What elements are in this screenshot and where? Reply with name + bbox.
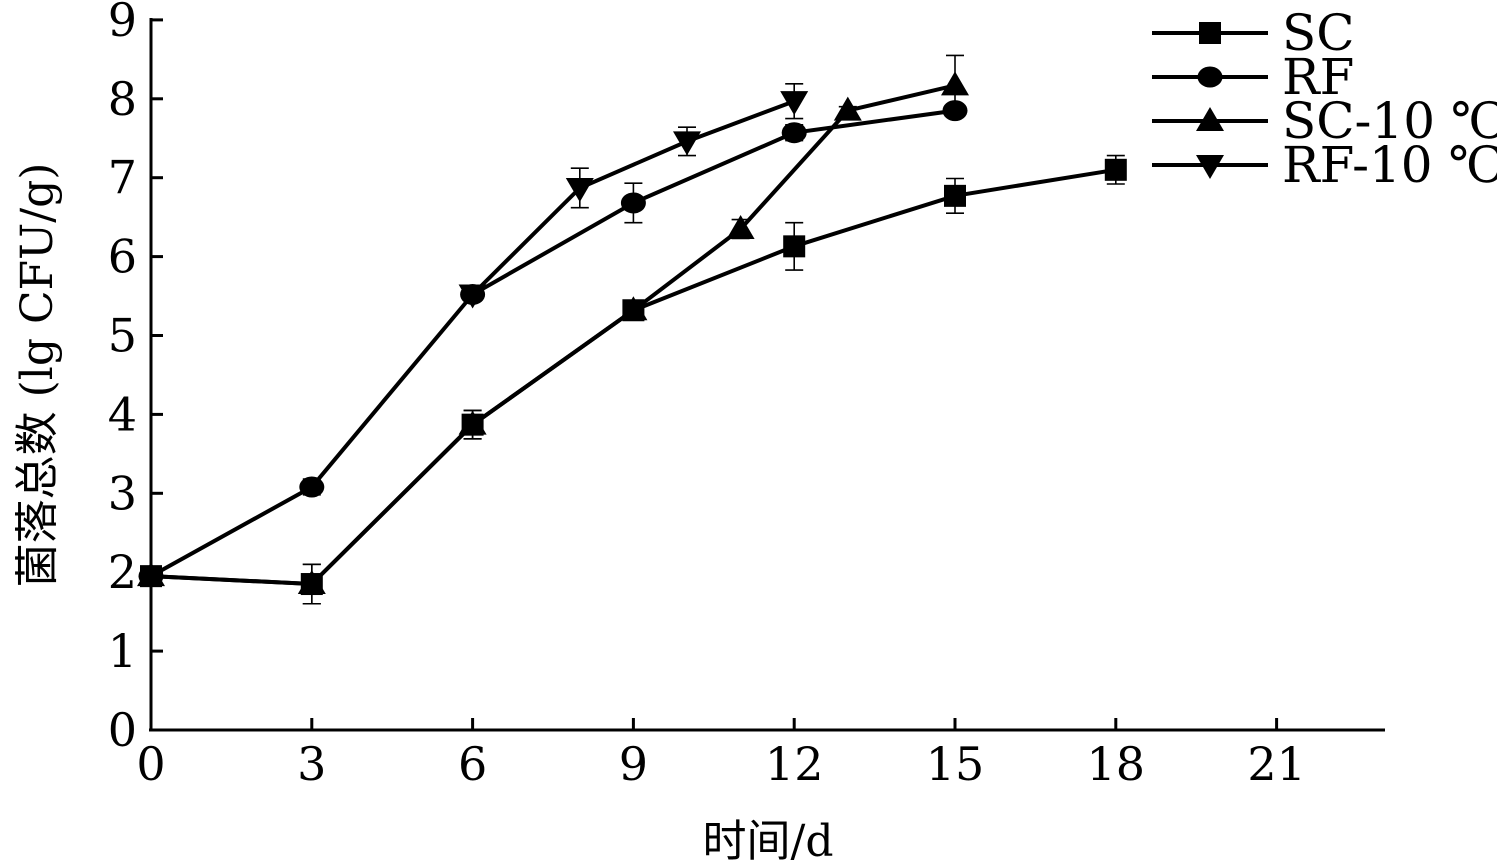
series-line [471,99,795,296]
data-point [833,96,862,121]
y-tick-label: 1 [108,624,137,678]
legend-marker [1196,155,1224,179]
data-point [458,410,487,435]
data-point [619,296,648,321]
x-tick-label: 18 [1087,737,1146,791]
y-axis-title: 菌落总数 (lg CFU/g) [12,163,63,588]
data-point [941,71,969,96]
series-3 [458,83,809,309]
y-tick-label: 5 [108,309,137,363]
data-point [1104,158,1127,181]
legend-label: SC-10 ℃ [1282,92,1497,150]
series-layer [137,54,1127,605]
x-tick-label: 6 [458,737,487,791]
x-tick-label: 9 [619,737,648,791]
legend-label: RF [1282,48,1354,106]
series-line [150,167,1117,587]
series-line [150,108,956,578]
data-point [297,570,326,595]
data-point [673,131,701,156]
y-tick-label: 7 [108,151,137,205]
data-point [620,192,646,214]
data-point [781,122,807,144]
x-tick-label: 21 [1247,737,1306,791]
x-tick-label: 15 [926,737,985,791]
x-tick-label: 3 [297,737,326,791]
y-tick-label: 0 [108,703,137,757]
legend-label: RF-10 ℃ [1282,136,1497,194]
data-point [783,235,806,258]
y-tick-label: 8 [108,72,137,126]
axes [149,18,1385,732]
data-point [137,562,165,587]
y-tick-label: 9 [108,0,137,47]
data-point [565,177,594,202]
data-point [299,476,325,498]
x-tick-label: 12 [765,737,824,791]
y-tick-label: 6 [108,230,137,284]
legend-marker [1199,22,1221,44]
data-point [458,284,487,309]
x-axis-title: 时间/d [703,816,834,866]
legend-marker [1196,107,1224,131]
x-tick-label: 0 [136,737,165,791]
legend-label: SC [1282,4,1355,62]
y-tick-label: 2 [108,545,137,599]
series-2 [137,54,969,605]
data-point [726,214,755,239]
series-1 [138,100,968,587]
data-point [780,91,809,116]
legend-marker [1197,66,1223,88]
y-tick-label: 3 [108,466,137,520]
y-tick-label: 4 [108,387,137,441]
data-point [944,184,966,207]
